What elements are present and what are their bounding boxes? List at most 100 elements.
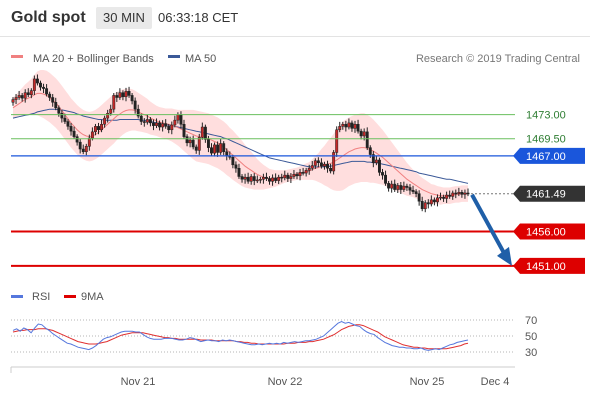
candle-body-up [109,108,113,114]
candle-body-up [457,192,461,194]
candle-body-down [185,136,189,144]
candle-body-down [81,148,85,153]
candle-body-up [23,92,27,99]
candle [45,84,49,97]
candle-body-down [301,172,305,174]
candle-body-down [69,126,73,132]
level-label: 1461.49 [526,189,566,201]
candle [374,155,378,166]
candle-body-up [347,122,351,128]
candle-body-down [57,107,61,114]
candle [78,138,82,154]
candle [54,97,58,111]
candle-body-down [319,162,323,167]
candle-body-down [39,82,42,88]
candle-body-down [365,131,369,148]
candle-body-down [371,154,375,164]
level-label-bg [513,223,585,240]
candle-body-up [310,165,314,169]
candle [87,134,91,151]
candle-body-up [188,139,192,144]
candle [210,143,213,156]
candle-body-up [271,177,275,182]
candle [213,142,216,157]
candle [271,174,275,186]
timeframe-button[interactable]: 30 MIN [96,7,152,29]
candle [97,122,100,135]
candle [145,115,149,125]
candle [14,94,18,105]
x-tick-label: Nov 21 [121,376,156,388]
candle-body-down [127,91,131,96]
x-tick-label: Dec 4 [481,376,510,388]
candle [255,175,259,184]
candle [268,176,271,185]
candle [408,184,412,195]
candle [133,97,137,114]
candle [219,139,223,155]
x-tick-label: Nov 25 [410,376,445,388]
candle [136,104,140,119]
candle-body-down [20,95,24,99]
candle [81,144,85,155]
candle-body-up [14,97,18,100]
rsi-ma-legend-label: 9MA [81,291,104,303]
candle [286,172,290,182]
candle [451,190,455,200]
candle [280,173,284,183]
candle [29,88,33,99]
candle-body-down [72,130,76,137]
candle [93,123,97,136]
candle-body-up [118,92,122,98]
candle-body-down [344,124,348,128]
candle [231,154,235,169]
candle [203,124,207,143]
rsi-line [12,321,469,351]
level-label: 1469.50 [526,134,566,146]
candle-body-down [194,146,198,151]
candle [426,199,430,209]
candle [158,120,162,131]
candle [338,121,342,133]
candle-body-down [75,136,79,143]
rsi-legend: RSI 9MA [11,291,104,303]
candle-body-up [219,143,223,153]
candle-body-down [274,177,278,181]
candle [439,192,442,201]
candle [173,115,177,128]
candle [304,167,308,177]
candle [402,181,406,192]
candle-body-down [152,122,155,126]
candle-body-down [234,164,238,169]
candle-body-down [66,121,70,127]
candle [142,118,146,127]
candle-body-up [402,185,406,190]
candle [356,119,360,134]
candle-body-down [139,115,143,122]
candle [457,187,461,197]
candle-body-down [399,185,403,190]
candle [182,119,186,140]
candle [60,109,64,123]
candle [319,158,323,169]
main-legend: MA 20 + Bollinger Bands MA 50 Research ©… [11,53,580,65]
candle-body-up [197,137,201,151]
candle [359,128,363,140]
candle [222,141,226,156]
candle-body-down [252,176,256,181]
candle [234,161,238,173]
candle-body-up [323,163,326,167]
candle-body-up [304,170,308,174]
candle [310,161,314,171]
candle [442,194,446,202]
candle [326,160,329,173]
price-plot-area [11,70,470,213]
candle-body-down [268,178,271,182]
candle [118,88,122,100]
candle [411,185,415,195]
candle-body-down [411,189,415,192]
candle [69,122,73,136]
candle-body-up [396,185,400,190]
level-label: 1473.00 [526,110,566,122]
